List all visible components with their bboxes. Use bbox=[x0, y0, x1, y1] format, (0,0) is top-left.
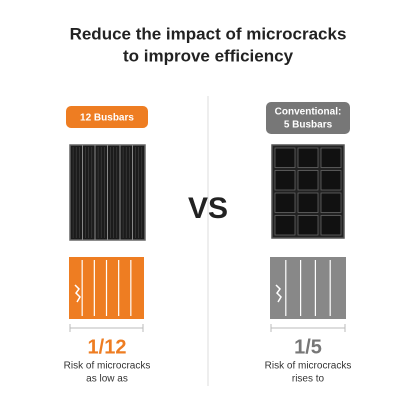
cell bbox=[274, 192, 296, 213]
panels bbox=[69, 144, 346, 332]
cell bbox=[297, 170, 319, 191]
cell-diagram bbox=[270, 257, 346, 319]
crack bbox=[275, 284, 282, 303]
cell bbox=[320, 147, 342, 168]
cell bbox=[297, 215, 319, 236]
ratio: 1/12 bbox=[88, 336, 127, 358]
vs-text: VS bbox=[188, 192, 228, 225]
cell bbox=[297, 147, 319, 168]
title-line: Reduce the impact of microcracks bbox=[70, 24, 347, 43]
title-line: to improve efficiency bbox=[123, 46, 294, 65]
caption: rises to bbox=[292, 374, 325, 385]
badge-text: Conventional: bbox=[275, 107, 342, 118]
badge-text: 5 Busbars bbox=[284, 120, 333, 131]
crack bbox=[74, 284, 81, 303]
caption: as low as bbox=[86, 374, 128, 385]
cell bbox=[297, 192, 319, 213]
cell bbox=[274, 170, 296, 191]
cell bbox=[320, 170, 342, 191]
cell bbox=[320, 215, 342, 236]
cell bbox=[274, 215, 296, 236]
cell bbox=[320, 192, 342, 213]
caption: Risk of microcracks bbox=[64, 361, 151, 372]
caption: Risk of microcracks bbox=[265, 361, 352, 372]
badge-text: 12 Busbars bbox=[80, 113, 134, 124]
badge bbox=[66, 106, 148, 128]
cell bbox=[274, 147, 296, 168]
badge bbox=[266, 102, 350, 134]
ratio: 1/5 bbox=[294, 336, 322, 358]
